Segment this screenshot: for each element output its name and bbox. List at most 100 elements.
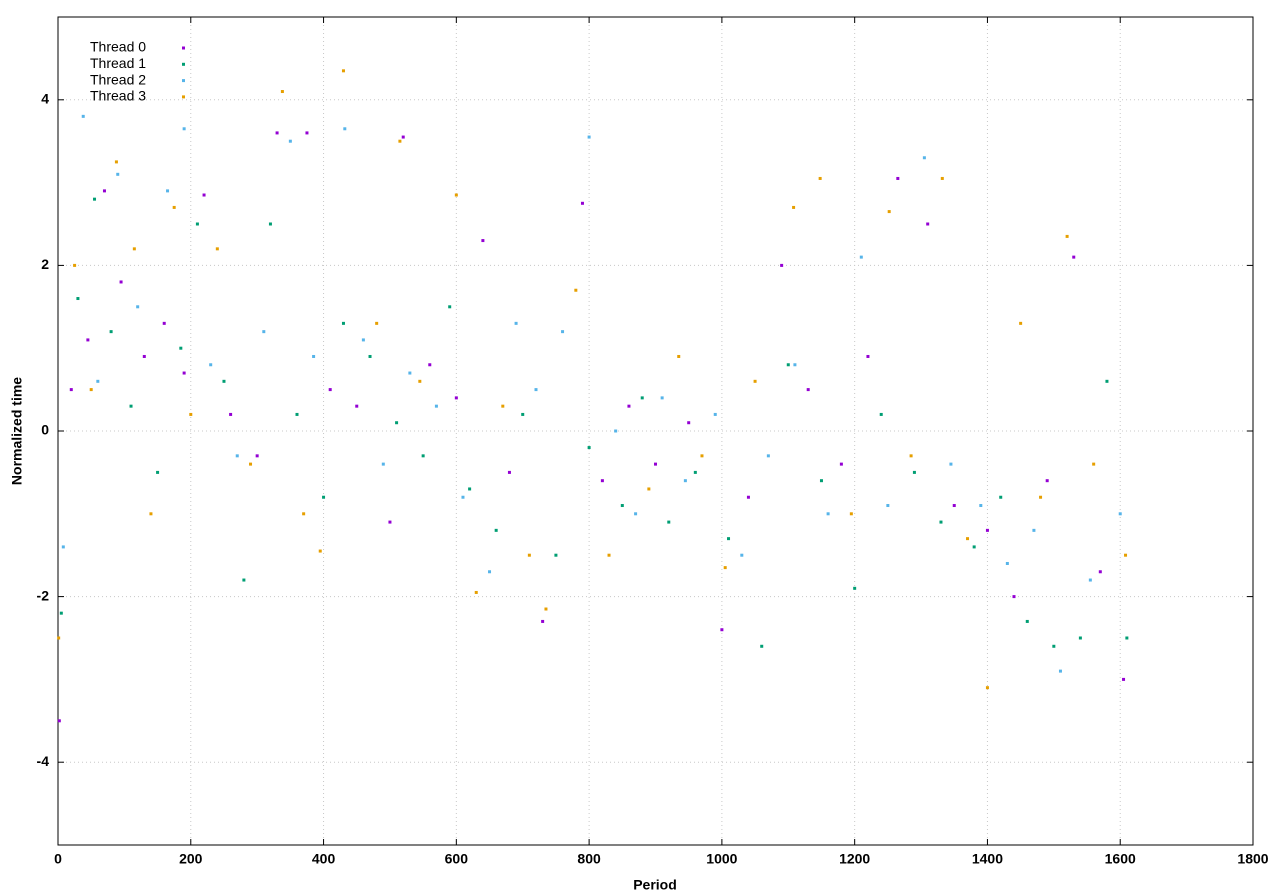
point — [488, 570, 492, 574]
point — [723, 566, 727, 570]
point — [388, 520, 392, 524]
point — [819, 479, 823, 483]
point — [561, 330, 565, 334]
point — [687, 421, 691, 425]
point — [1005, 561, 1009, 565]
point — [544, 607, 548, 611]
point — [1039, 495, 1043, 499]
point — [288, 139, 292, 143]
legend-label: Thread 2 — [90, 71, 146, 87]
point — [740, 553, 744, 557]
point — [119, 280, 123, 284]
point — [166, 189, 170, 193]
point — [922, 156, 926, 160]
point — [514, 321, 518, 325]
point — [600, 479, 604, 483]
point — [229, 412, 233, 416]
point — [361, 338, 365, 342]
point — [109, 330, 113, 334]
point — [81, 114, 85, 118]
point — [322, 495, 326, 499]
point — [866, 354, 870, 358]
point — [454, 193, 458, 197]
point — [162, 321, 166, 325]
point — [1124, 553, 1128, 557]
x-tick-label: 600 — [445, 851, 469, 867]
point — [93, 197, 97, 201]
y-tick-label: -4 — [37, 753, 50, 769]
point — [886, 504, 890, 508]
point — [587, 135, 591, 139]
point — [700, 454, 704, 458]
x-tick-label: 1000 — [706, 851, 737, 867]
point — [620, 504, 624, 508]
point — [972, 545, 976, 549]
point — [215, 247, 219, 251]
point — [59, 611, 63, 615]
point — [275, 131, 279, 135]
legend-marker — [182, 46, 185, 50]
point — [580, 201, 584, 205]
x-tick-label: 1400 — [972, 851, 1003, 867]
point — [859, 255, 863, 259]
point — [242, 578, 246, 582]
point — [255, 454, 259, 458]
point — [507, 470, 511, 474]
point — [574, 288, 578, 292]
point — [195, 222, 199, 226]
point — [408, 371, 412, 375]
point — [541, 619, 545, 623]
point — [149, 512, 153, 516]
point — [494, 528, 498, 532]
legend-marker — [182, 79, 185, 83]
point — [912, 470, 916, 474]
point — [61, 545, 65, 549]
point — [839, 462, 843, 466]
point — [182, 371, 186, 375]
point — [375, 321, 379, 325]
point — [826, 512, 830, 516]
point — [395, 421, 399, 425]
point — [280, 90, 284, 94]
point — [302, 512, 306, 516]
point — [448, 305, 452, 309]
point — [966, 537, 970, 541]
point — [328, 388, 332, 392]
point — [806, 388, 810, 392]
point — [209, 363, 213, 367]
x-tick-label: 1600 — [1105, 851, 1136, 867]
point — [667, 520, 671, 524]
point — [182, 127, 186, 131]
y-tick-label: 2 — [41, 256, 49, 272]
point — [1072, 255, 1076, 259]
point — [818, 176, 822, 180]
point — [640, 396, 644, 400]
x-tick-label: 1800 — [1237, 851, 1268, 867]
point — [1052, 644, 1056, 648]
point — [116, 172, 120, 176]
point — [114, 160, 118, 164]
point — [401, 135, 405, 139]
y-tick-label: -2 — [37, 587, 50, 603]
point — [693, 470, 697, 474]
point — [355, 404, 359, 408]
point — [481, 239, 485, 243]
point — [627, 404, 631, 408]
point — [428, 363, 432, 367]
point — [86, 338, 90, 342]
x-tick-label: 1200 — [839, 851, 870, 867]
point — [1098, 570, 1102, 574]
point — [202, 193, 206, 197]
point — [985, 528, 989, 532]
point — [341, 321, 345, 325]
point — [634, 512, 638, 516]
point — [780, 263, 784, 267]
point — [468, 487, 472, 491]
point — [1125, 636, 1129, 640]
point — [1032, 528, 1036, 532]
point — [554, 553, 558, 557]
legend-label: Thread 3 — [90, 88, 146, 104]
point — [421, 454, 425, 458]
point — [887, 210, 891, 214]
